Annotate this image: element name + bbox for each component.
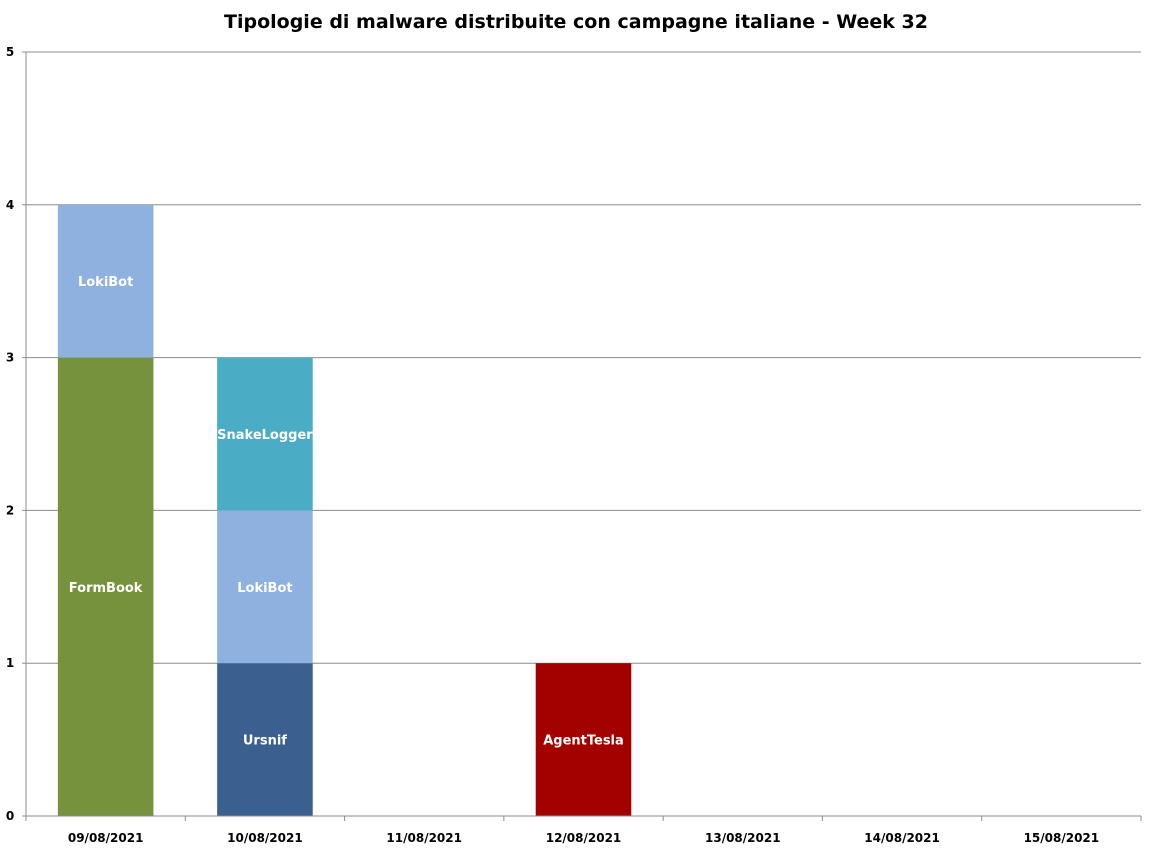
bar-segment-ursnif bbox=[217, 663, 313, 816]
y-tick-label: 3 bbox=[6, 351, 14, 365]
segment-label-ursnif: Ursnif bbox=[243, 734, 287, 749]
y-tick-label: 2 bbox=[6, 503, 14, 517]
bars bbox=[57, 204, 632, 816]
bar-segment-agenttesla bbox=[535, 663, 632, 816]
bar-segment-snakelogger bbox=[217, 357, 313, 511]
chart-title: Tipologie di malware distribuite con cam… bbox=[224, 11, 928, 33]
x-tick-label: 14/08/2021 bbox=[864, 831, 940, 845]
axes bbox=[22, 51, 1142, 821]
gridlines bbox=[26, 51, 1141, 664]
y-tick-label: 4 bbox=[6, 198, 14, 212]
y-tick-label: 0 bbox=[6, 809, 14, 823]
y-tick-label: 1 bbox=[6, 656, 14, 670]
x-tick-label: 13/08/2021 bbox=[705, 831, 781, 845]
segment-labels: FormBook LokiBot Ursnif LokiBot SnakeLogger A… bbox=[69, 275, 624, 748]
segment-label-lokibot: LokiBot bbox=[78, 275, 133, 290]
x-tick-label: 15/08/2021 bbox=[1024, 831, 1100, 845]
x-tick-label: 10/08/2021 bbox=[227, 831, 303, 845]
y-tick-label: 5 bbox=[6, 45, 14, 59]
segment-label-snakelogger: SnakeLogger bbox=[217, 428, 313, 443]
y-tick-labels: 0 1 2 3 4 5 bbox=[6, 45, 14, 823]
bar-segment-formbook bbox=[57, 357, 154, 816]
segment-label-lokibot: LokiBot bbox=[237, 581, 292, 596]
bar-segment-lokibot bbox=[217, 510, 313, 664]
x-tick-label: 09/08/2021 bbox=[68, 831, 144, 845]
bar-segment-lokibot bbox=[57, 204, 154, 358]
x-tick-label: 11/08/2021 bbox=[386, 831, 462, 845]
x-tick-labels: 09/08/2021 10/08/2021 11/08/2021 12/08/2021… bbox=[68, 831, 1099, 845]
x-tick-label: 12/08/2021 bbox=[546, 831, 622, 845]
segment-label-agenttesla: AgentTesla bbox=[543, 734, 624, 749]
segment-label-formbook: FormBook bbox=[69, 581, 143, 596]
